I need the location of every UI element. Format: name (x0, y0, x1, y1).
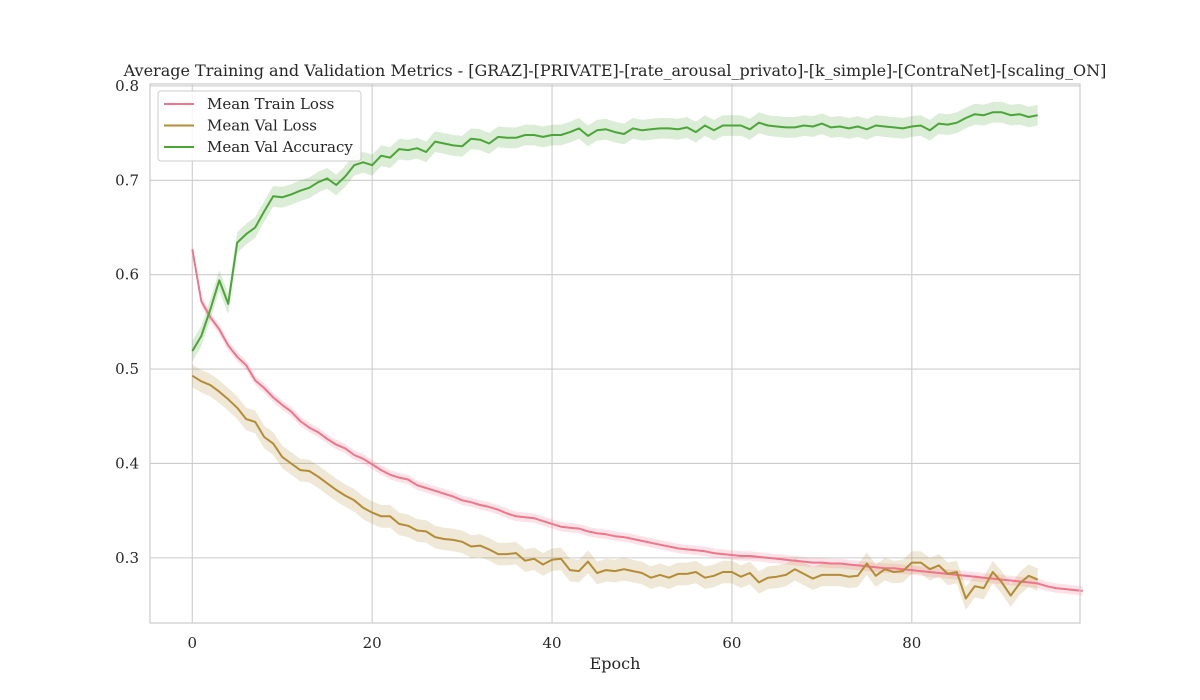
series-line (191, 374, 1039, 600)
x-tick-label: 40 (542, 634, 561, 652)
legend: Mean Train Loss Mean Val Loss Mean Val Acc… (157, 90, 362, 162)
x-tick-label: 0 (187, 634, 197, 652)
legend-box (157, 90, 362, 162)
y-tick-label: 0.6 (115, 266, 139, 284)
confidence-band (192, 101, 1038, 362)
plot-frame (149, 83, 1081, 624)
legend-entry: Mean Train Loss (207, 95, 334, 113)
x-tick-label: 60 (722, 634, 741, 652)
y-tick-label: 0.5 (115, 360, 139, 378)
x-tick-labels: 0 20 40 60 80 (187, 634, 921, 652)
y-tick-label: 0.7 (115, 171, 139, 189)
y-tick-label: 0.8 (115, 77, 139, 95)
series-line (191, 249, 1083, 592)
chart-title: Average Training and Validation Metrics … (123, 61, 1107, 80)
plot-area (150, 84, 1080, 623)
series-lines (191, 111, 1083, 600)
y-tick-label: 0.4 (115, 454, 139, 472)
x-tick-label: 80 (902, 634, 921, 652)
legend-entry: Mean Val Loss (207, 117, 317, 135)
y-tick-label: 0.3 (115, 549, 139, 567)
series-line (191, 111, 1038, 352)
y-tick-labels: 0.3 0.4 0.5 0.6 0.7 0.8 (115, 77, 139, 567)
grid-lines (150, 84, 1080, 623)
legend-entry: Mean Val Accuracy (207, 138, 353, 156)
x-axis-label: Epoch (590, 654, 641, 673)
confidence-band (192, 364, 1038, 610)
x-tick-label: 20 (363, 634, 382, 652)
confidence-bands (192, 101, 1083, 610)
